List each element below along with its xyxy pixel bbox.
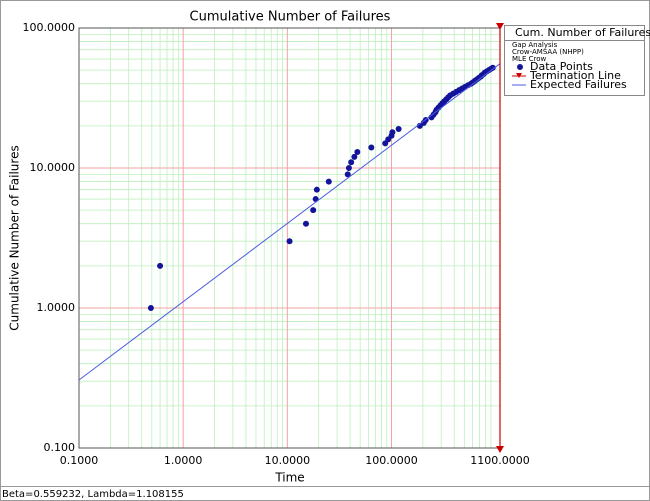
- legend-label: Termination Line: [529, 69, 621, 82]
- y-tick-label: 1.0000: [37, 301, 76, 314]
- data-point: [354, 149, 361, 156]
- data-point: [489, 64, 496, 71]
- data-point: [313, 186, 320, 193]
- data-point: [351, 153, 358, 160]
- legend-swatch: [517, 64, 523, 70]
- x-tick-label: 10.0000: [265, 454, 311, 467]
- data-point: [286, 238, 293, 245]
- data-point: [348, 159, 355, 166]
- data-point: [345, 165, 352, 171]
- y-tick-label: 0.100: [44, 441, 76, 454]
- legend-label: Expected Failures: [530, 78, 627, 91]
- x-tick-label: 1.0000: [164, 454, 203, 467]
- data-point: [389, 129, 396, 136]
- data-point: [325, 178, 332, 185]
- data-point: [157, 262, 164, 269]
- footer: Beta=0.559232, Lambda=1.108155: [2, 489, 184, 500]
- legend-note: MLE Crow: [512, 55, 546, 63]
- data-point: [310, 207, 317, 214]
- termination-marker: [496, 23, 504, 30]
- x-axis-title: Time: [274, 471, 304, 485]
- data-point: [147, 305, 154, 311]
- legend-label: Data Points: [530, 60, 593, 73]
- y-axis-title: Cumulative Number of Failures: [8, 145, 22, 330]
- legend-swatch: [516, 73, 522, 78]
- x-tick-label: 1100.0000: [470, 454, 530, 467]
- legend-box: [504, 25, 645, 96]
- data-point: [368, 144, 375, 151]
- y-tick-label: 100.0000: [23, 21, 76, 34]
- data-point: [344, 171, 351, 178]
- x-tick-label: 0.1000: [60, 454, 99, 467]
- data-point: [395, 125, 402, 132]
- x-tick-label: 100.0000: [365, 454, 418, 467]
- termination-marker: [496, 446, 504, 453]
- legend-note: Crow-AMSAA (NHPP): [512, 48, 584, 56]
- legend-note: Gap Analysis: [512, 41, 558, 49]
- chart-title: Cumulative Number of Failures: [190, 10, 391, 25]
- expected-line: [78, 63, 501, 381]
- plot-area: [79, 28, 500, 448]
- legend-title: Cum. Number of Failures: [515, 26, 650, 39]
- data-point: [302, 220, 309, 227]
- y-tick-label: 10.0000: [30, 161, 76, 174]
